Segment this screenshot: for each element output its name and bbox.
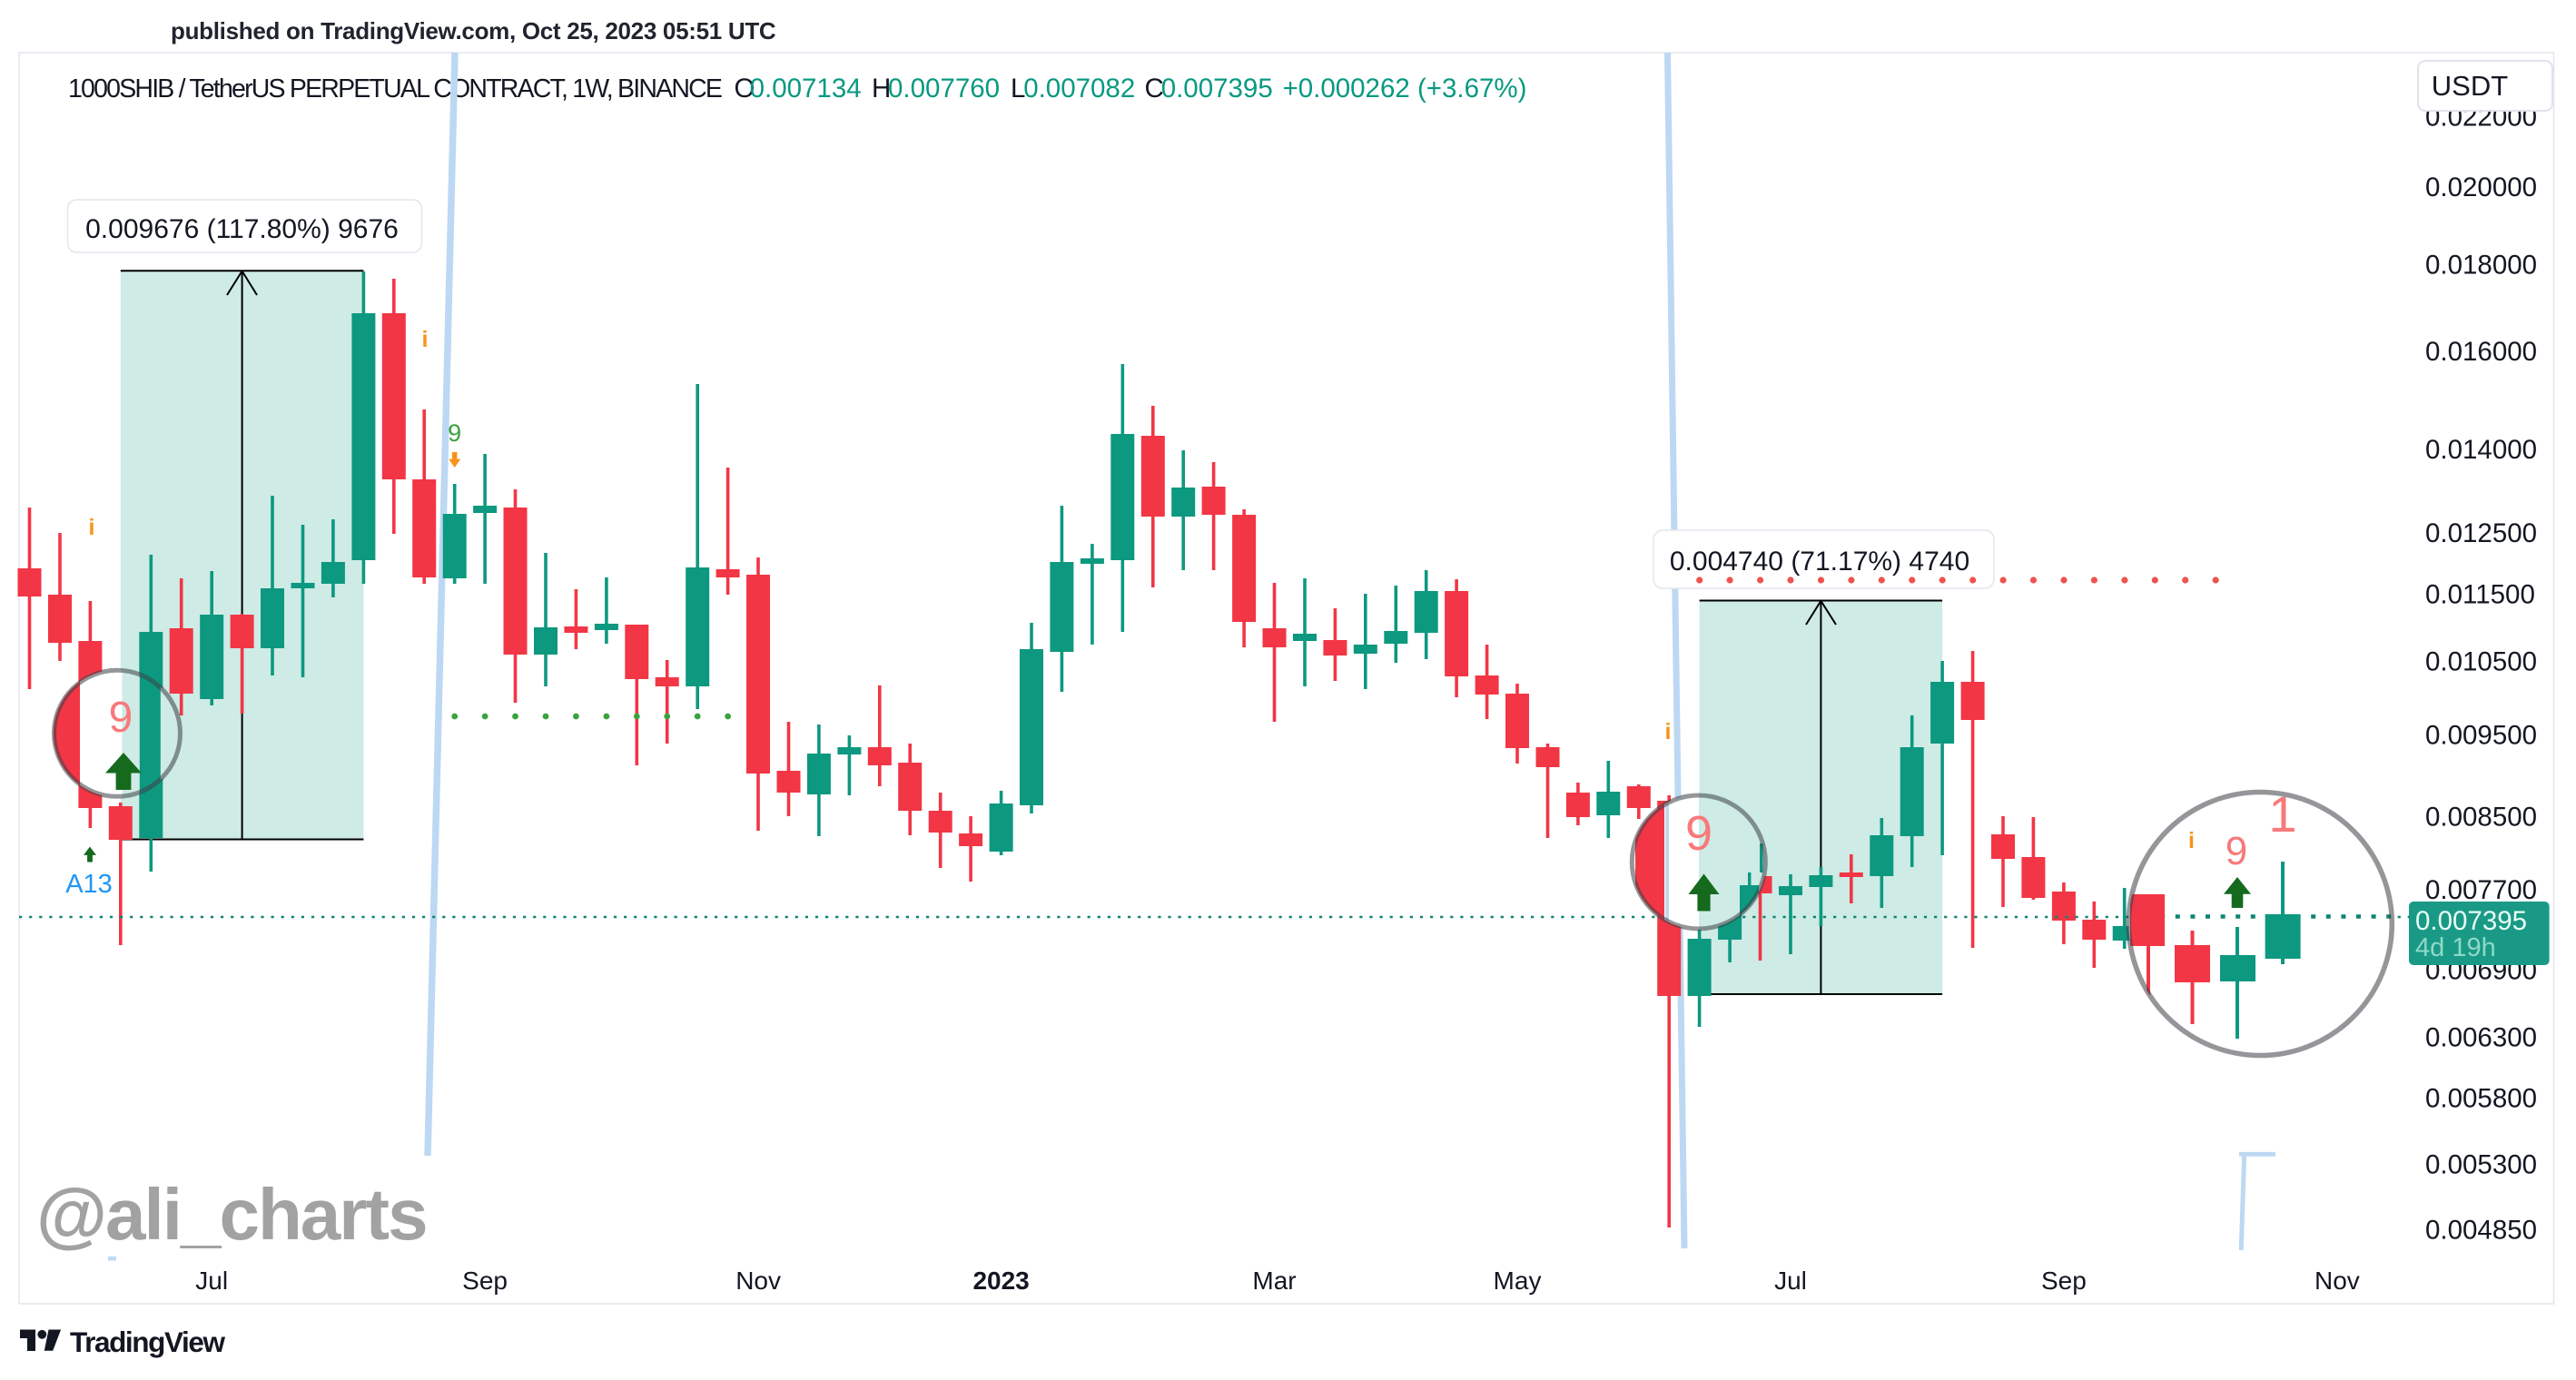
svg-text:i: i [422, 327, 429, 352]
svg-text:0.016000: 0.016000 [2425, 337, 2537, 367]
svg-text:0.020000: 0.020000 [2425, 172, 2537, 202]
svg-text:Nov: Nov [2314, 1267, 2360, 1295]
svg-text:0.004740 (71.17%) 4740: 0.004740 (71.17%) 4740 [1670, 547, 1969, 577]
svg-text:4d 19h: 4d 19h [2415, 933, 2496, 962]
svg-text:Nov: Nov [735, 1267, 781, 1295]
svg-text:i: i [89, 515, 95, 540]
svg-text:0.018000: 0.018000 [2425, 250, 2537, 280]
svg-text:0.004850: 0.004850 [2425, 1216, 2537, 1246]
svg-text:published on TradingView.com,: published on TradingView.com, Oct 25, 20… [171, 17, 776, 44]
svg-text:2023: 2023 [972, 1267, 1029, 1295]
svg-text:0.014000: 0.014000 [2425, 435, 2537, 465]
svg-text:USDT: USDT [2432, 70, 2508, 102]
svg-text:Mar: Mar [1252, 1267, 1296, 1295]
svg-text:9: 9 [448, 419, 461, 447]
svg-text:0.009500: 0.009500 [2425, 721, 2537, 751]
svg-text:i: i [1665, 719, 1672, 744]
svg-text:0.006300: 0.006300 [2425, 1023, 2537, 1053]
svg-text:0.009676 (117.80%) 9676: 0.009676 (117.80%) 9676 [85, 214, 399, 244]
svg-text:Jul: Jul [1774, 1267, 1807, 1295]
svg-text:0.011500: 0.011500 [2425, 580, 2535, 610]
svg-text:Sep: Sep [462, 1267, 508, 1295]
svg-text:9: 9 [1685, 806, 1712, 861]
svg-text:i: i [2188, 828, 2195, 853]
svg-text:9: 9 [2226, 829, 2247, 873]
svg-text:A13: A13 [65, 870, 113, 899]
svg-text:9: 9 [109, 694, 133, 742]
svg-text:0.010500: 0.010500 [2425, 646, 2537, 676]
svg-text:0.012500: 0.012500 [2425, 518, 2537, 548]
svg-text:May: May [1494, 1267, 1542, 1295]
svg-text:@ali_charts: @ali_charts [36, 1174, 427, 1255]
svg-text:Jul: Jul [195, 1267, 228, 1295]
svg-text:0.005300: 0.005300 [2425, 1150, 2537, 1180]
svg-text:TradingView: TradingView [70, 1326, 225, 1358]
svg-text:0.007700: 0.007700 [2425, 875, 2537, 905]
svg-text:1: 1 [2268, 785, 2296, 843]
svg-text:0.008500: 0.008500 [2425, 803, 2537, 833]
svg-text:Sep: Sep [2041, 1267, 2087, 1295]
svg-text:0.005800: 0.005800 [2425, 1084, 2537, 1114]
svg-text:1000SHIB / TetherUS PERPETUAL: 1000SHIB / TetherUS PERPETUAL CONTRACT, … [68, 74, 722, 104]
svg-text:0.007395: 0.007395 [2415, 906, 2527, 936]
